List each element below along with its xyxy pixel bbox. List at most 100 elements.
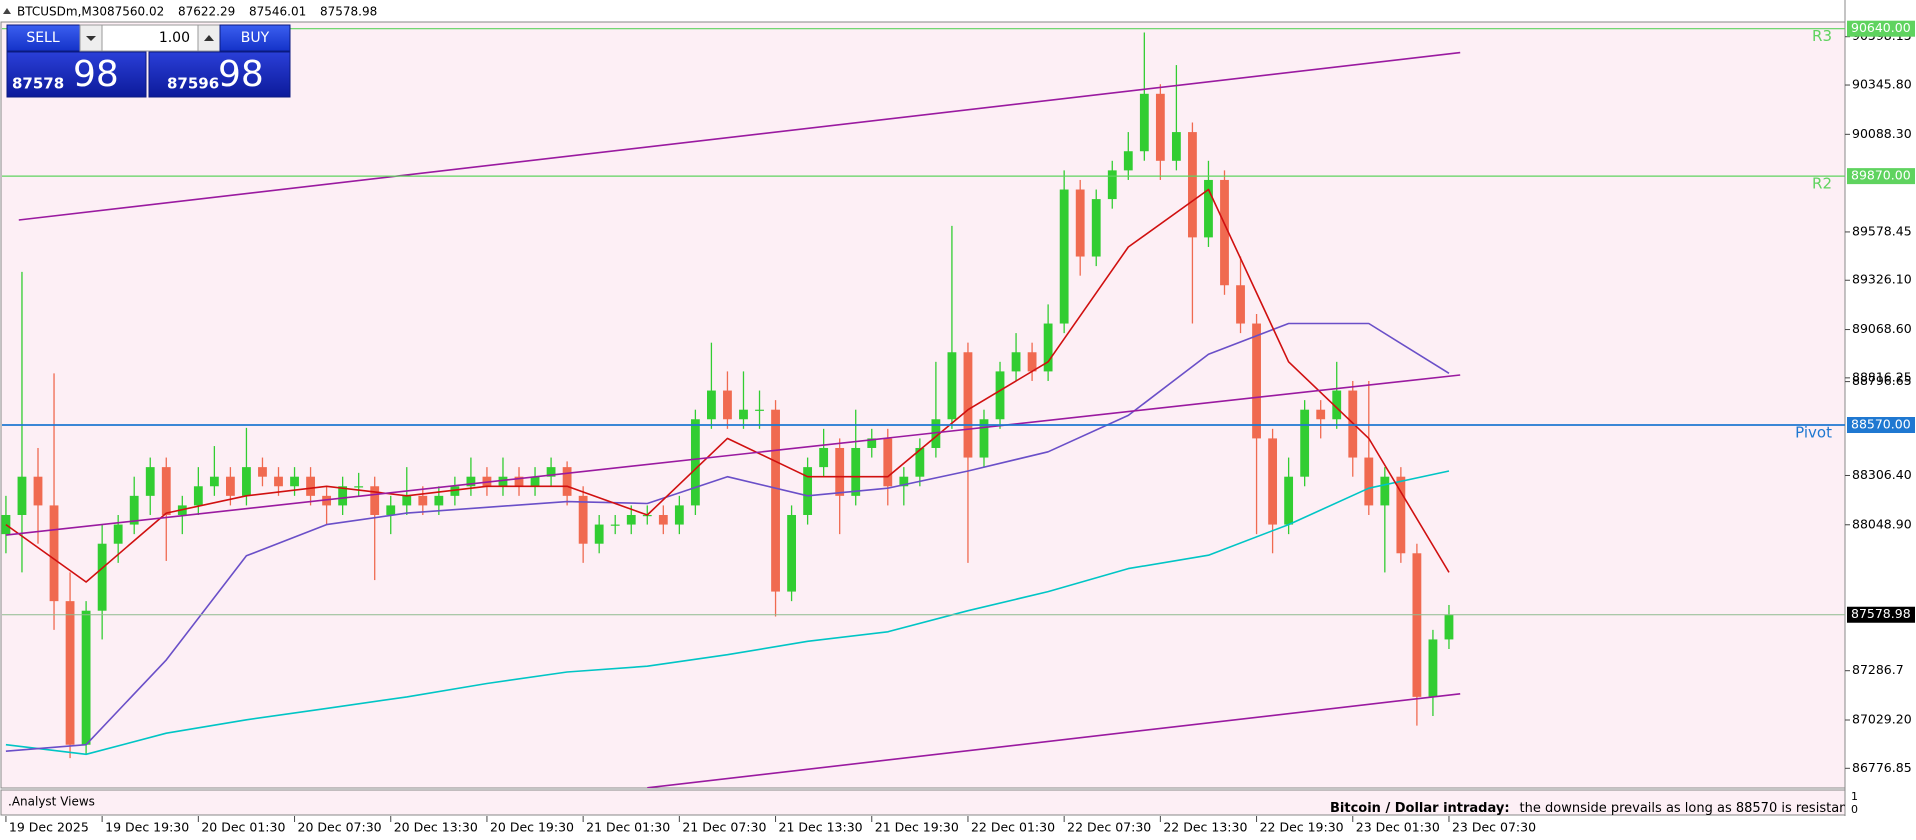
candle-body [562, 467, 572, 496]
sell-label: SELL [26, 30, 60, 46]
y-tick-label: 86776.85 [1852, 760, 1912, 775]
candle-body [258, 467, 267, 477]
candle-body [755, 409, 764, 411]
y-tick-label: 90345.80 [1852, 77, 1912, 92]
candle-body [434, 495, 444, 506]
x-tick-label: 21 Dec 19:30 [875, 820, 959, 835]
candle-body [690, 419, 700, 506]
candle-body [242, 467, 251, 496]
x-tick-label: 19 Dec 19:30 [105, 820, 189, 835]
level-name: Pivot [1795, 424, 1832, 442]
trend-line [647, 693, 1461, 788]
candle-body [338, 486, 348, 506]
up-arrow [204, 35, 214, 41]
candle-body [1380, 476, 1390, 506]
candle-body [915, 447, 925, 477]
buy-button[interactable] [219, 24, 291, 52]
subwindow [0, 789, 1846, 816]
candle-body [81, 610, 91, 745]
candle-body [626, 514, 636, 525]
candle-body [1332, 390, 1342, 420]
quote-value: 87560.02 [107, 5, 164, 19]
x-tick-label: 22 Dec 13:30 [1163, 820, 1247, 835]
candle-body [49, 505, 59, 602]
x-tick-label: 21 Dec 01:30 [586, 820, 670, 835]
candle-body [658, 514, 668, 525]
trend-line [5, 374, 1461, 536]
candle-body [594, 524, 604, 544]
candle-body [1155, 93, 1165, 161]
dropdown-arrow [86, 36, 96, 41]
candle-body [1027, 352, 1037, 372]
candle-body [145, 467, 155, 496]
candle-body [1268, 438, 1278, 525]
candle-body [1171, 132, 1181, 161]
candle-body [931, 419, 941, 448]
bid-box[interactable] [6, 51, 147, 98]
candle-body [1188, 132, 1197, 238]
candle-body [963, 352, 973, 458]
candle-body [835, 447, 845, 496]
candle-body [1139, 93, 1149, 152]
candle-body [402, 495, 412, 506]
candle-body [193, 486, 203, 506]
candle-body [129, 495, 139, 525]
candle-body [1252, 323, 1261, 439]
moving-average [5, 470, 1450, 756]
candle-body [1043, 323, 1053, 372]
current-price-tag [1847, 606, 1915, 623]
menu-arrow[interactable] [3, 8, 11, 14]
candle-body [883, 438, 893, 487]
level-tag [1847, 417, 1915, 434]
candle-body [1316, 409, 1326, 420]
level-tag [1847, 168, 1915, 185]
candle-body [514, 476, 524, 487]
candle-body [723, 390, 732, 420]
x-tick-label: 20 Dec 13:30 [394, 820, 478, 835]
candle-body [771, 409, 780, 592]
commentary-text: the downside prevails as long as 88570 i… [1520, 801, 1863, 816]
trade-panel: SELL 1.00 BUY 87578 98 87596 98 [6, 24, 291, 98]
candle-body [209, 476, 219, 487]
ask-frac: 98 [218, 54, 264, 95]
level-tag-label: 88570.00 [1851, 417, 1911, 432]
bid-frac: 98 [73, 54, 119, 95]
candle-body [1123, 151, 1133, 171]
x-tick-label: 20 Dec 19:30 [490, 820, 574, 835]
ask-box[interactable] [148, 51, 291, 98]
symbol: BTCUSDm,M30 [17, 5, 107, 19]
candle-body [1059, 189, 1069, 324]
sub-scale-min: 0 [1851, 803, 1858, 816]
candle-body [899, 476, 909, 487]
candle-body [1236, 285, 1245, 324]
candle-body [1091, 199, 1101, 257]
candle-body [290, 476, 299, 487]
y-tick-label: 89326.10 [1852, 272, 1912, 287]
x-tick-label: 20 Dec 07:30 [298, 820, 382, 835]
y-tick-label: 88048.90 [1852, 516, 1912, 531]
moving-average [5, 322, 1450, 752]
candle-body [466, 476, 476, 487]
level-name: R2 [1812, 175, 1832, 193]
candle-body [97, 543, 107, 611]
plot-area [0, 21, 1846, 789]
candle-body [1204, 179, 1213, 238]
candle-body [65, 601, 75, 745]
candle-body [674, 505, 684, 525]
candle-body [322, 495, 332, 506]
candle-body [707, 390, 716, 420]
x-tick-label: 19 Dec 2025 [9, 820, 89, 835]
candle-body [418, 495, 428, 506]
y-tick-label: 88306.40 [1852, 467, 1912, 482]
x-tick-label: 22 Dec 19:30 [1260, 820, 1344, 835]
candle-body [995, 371, 1005, 420]
commentary-title: Bitcoin / Dollar intraday: [1330, 801, 1510, 816]
x-tick-label: 23 Dec 07:30 [1452, 820, 1536, 835]
candle-body [546, 467, 556, 477]
volume-value: 1.00 [159, 30, 190, 46]
candle-body [225, 476, 235, 496]
y-tick-label: 88816.25 [1852, 369, 1912, 384]
candle-body [1300, 409, 1310, 477]
trend-line [18, 51, 1461, 221]
